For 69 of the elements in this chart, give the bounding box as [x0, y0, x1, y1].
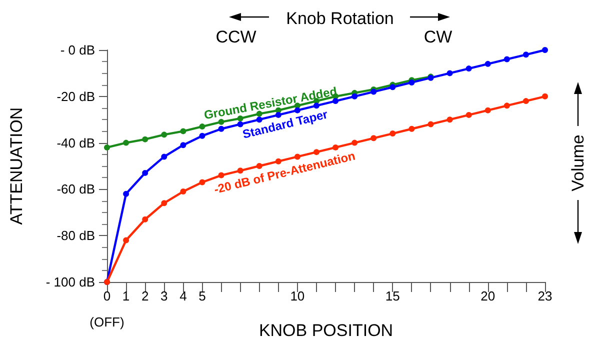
x-tick-label: 3 [160, 288, 168, 304]
x-tick-label: 2 [141, 288, 149, 304]
x-tick-label: 10 [290, 288, 305, 304]
y-axis-title: ATTENUATION [7, 107, 26, 225]
point [199, 179, 206, 186]
point [504, 56, 510, 62]
point [390, 84, 396, 90]
text: (OFF) [90, 314, 124, 330]
point [275, 112, 282, 118]
point [428, 121, 434, 128]
point [218, 118, 224, 125]
point [484, 60, 491, 67]
x-tick-label: 20 [480, 288, 496, 304]
point [123, 237, 130, 244]
x-tick-label: 0 [103, 288, 111, 304]
point [180, 128, 186, 134]
point [542, 47, 548, 53]
y-tick-label: - 100 dB [46, 274, 95, 290]
point [256, 110, 262, 117]
text: CCW [216, 28, 256, 46]
x-axis-title: KNOB POSITION [258, 321, 394, 340]
point [142, 216, 148, 222]
text: CW [424, 28, 452, 46]
point [370, 88, 377, 95]
point [313, 102, 320, 109]
point [466, 66, 472, 72]
point [142, 170, 148, 176]
point [446, 70, 453, 76]
point [390, 130, 396, 137]
point [142, 136, 148, 142]
point [199, 132, 206, 139]
y-tick-label: -20 dB [56, 88, 95, 104]
point [352, 140, 358, 146]
point [466, 112, 472, 118]
point [123, 140, 130, 146]
point [180, 142, 186, 148]
point [504, 102, 510, 109]
point [522, 98, 529, 104]
y-tick-label: - 0 dB [60, 42, 95, 58]
point [161, 200, 168, 206]
point [218, 172, 224, 178]
point [237, 168, 244, 174]
y-tick-label: -80 dB [56, 228, 95, 244]
point [542, 93, 548, 100]
text: Volume [568, 134, 588, 192]
chart-title: Knob Rotation [286, 9, 394, 28]
x-tick-label: 4 [180, 288, 187, 304]
x-tick-label: 1 [122, 288, 130, 304]
point [218, 126, 224, 132]
point [484, 107, 491, 114]
x-tick-label: 5 [198, 288, 206, 304]
point [256, 163, 262, 169]
x-tick-label: 23 [538, 288, 552, 304]
point [408, 126, 415, 132]
point [161, 154, 168, 160]
point [237, 121, 244, 128]
x-tick-label: 15 [385, 288, 400, 304]
point [104, 144, 110, 150]
point [522, 52, 529, 58]
point [180, 188, 186, 195]
y-tick-label: -40 dB [56, 135, 95, 150]
point [332, 144, 339, 150]
y-tick-label: -60 dB [56, 182, 95, 197]
point [352, 93, 358, 100]
point [199, 124, 206, 130]
point [161, 132, 168, 138]
point [123, 190, 130, 197]
point [370, 135, 377, 142]
point [446, 116, 453, 123]
